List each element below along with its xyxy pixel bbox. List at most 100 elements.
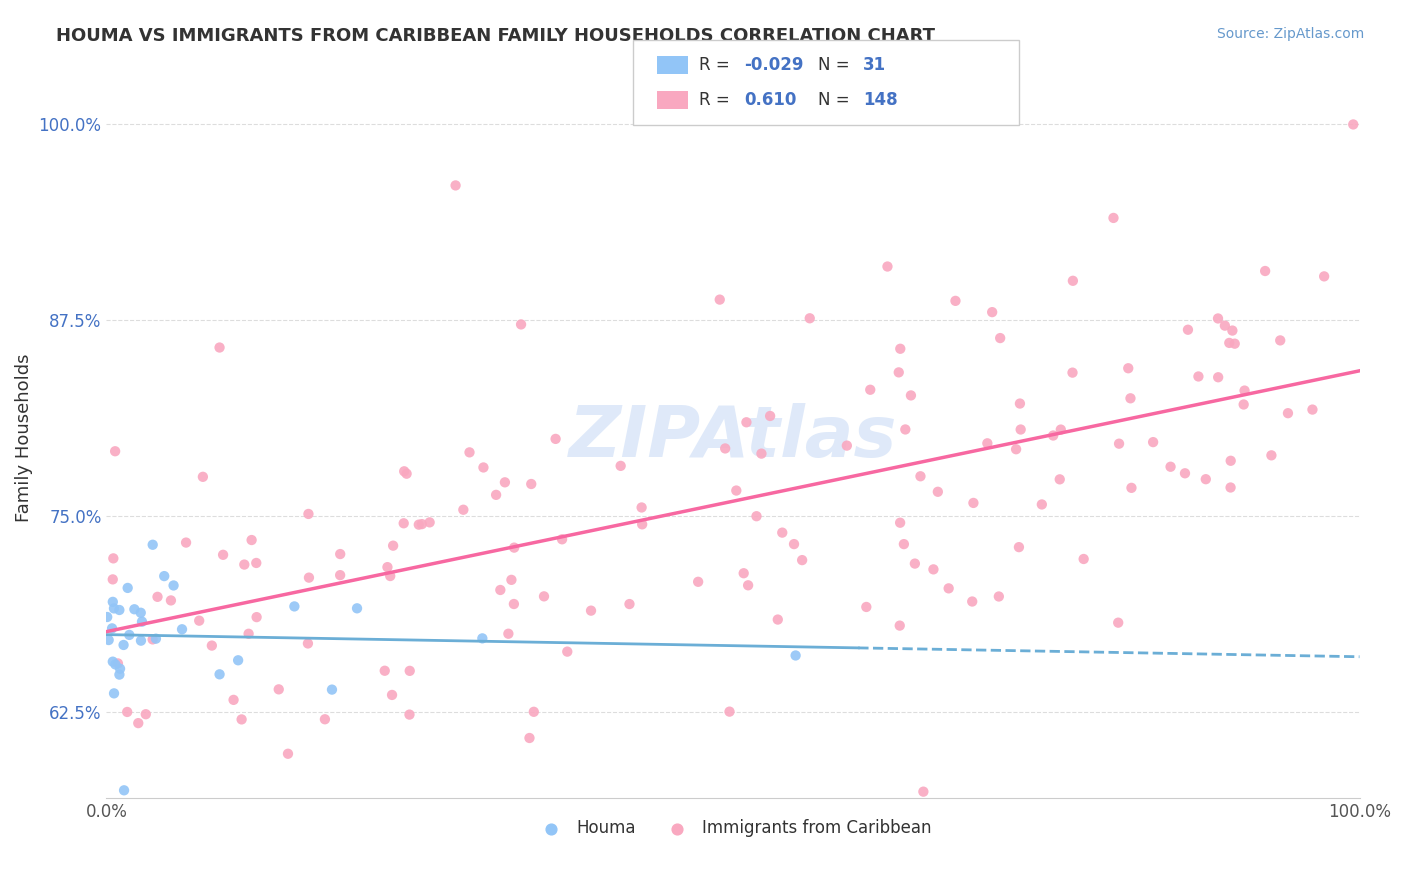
Point: [298, 571, 321, 585]
Point: [453, 502, 475, 516]
Point: [145, 632, 167, 646]
Point: [1233, 397, 1256, 411]
Point: [208, 341, 231, 355]
Point: [314, 712, 336, 726]
Point: [1223, 336, 1246, 351]
Point: [1062, 366, 1084, 380]
Point: [297, 507, 319, 521]
Point: [124, 602, 146, 616]
Point: [910, 469, 932, 483]
Point: [489, 582, 512, 597]
Point: [533, 590, 555, 604]
Point: [101, 595, 124, 609]
Point: [1160, 459, 1182, 474]
Point: [510, 318, 533, 332]
Point: [1005, 442, 1028, 457]
Point: [766, 613, 789, 627]
Point: [1187, 369, 1209, 384]
Point: [112, 783, 135, 797]
Point: [392, 464, 415, 478]
Point: [208, 667, 231, 681]
Point: [981, 305, 1004, 319]
Point: [1108, 436, 1130, 450]
Point: [1073, 552, 1095, 566]
Legend: Houma, Immigrants from Caribbean: Houma, Immigrants from Caribbean: [527, 813, 938, 844]
Point: [1102, 211, 1125, 225]
Point: [458, 445, 481, 459]
Point: [1260, 448, 1282, 462]
Point: [1254, 264, 1277, 278]
Point: [718, 705, 741, 719]
Text: 31: 31: [863, 56, 886, 74]
Point: [893, 537, 915, 551]
Point: [101, 573, 124, 587]
Text: N =: N =: [818, 56, 855, 74]
Text: R =: R =: [699, 56, 735, 74]
Point: [1042, 428, 1064, 442]
Point: [191, 470, 214, 484]
Text: N =: N =: [818, 91, 855, 109]
Point: [321, 682, 343, 697]
Point: [714, 442, 737, 456]
Point: [104, 657, 127, 672]
Point: [799, 311, 821, 326]
Point: [889, 342, 911, 356]
Point: [283, 599, 305, 614]
Point: [630, 500, 652, 515]
Point: [117, 581, 139, 595]
Point: [912, 785, 935, 799]
Point: [1233, 384, 1256, 398]
Point: [103, 601, 125, 615]
Point: [737, 578, 759, 592]
Text: R =: R =: [699, 91, 735, 109]
Point: [1121, 481, 1143, 495]
Point: [855, 599, 877, 614]
Point: [1206, 311, 1229, 326]
Point: [129, 633, 152, 648]
Point: [960, 594, 983, 608]
Point: [381, 688, 404, 702]
Point: [962, 496, 984, 510]
Point: [579, 604, 602, 618]
Point: [240, 533, 263, 547]
Point: [501, 573, 523, 587]
Point: [162, 578, 184, 592]
Point: [129, 606, 152, 620]
Point: [783, 537, 806, 551]
Point: [503, 597, 526, 611]
Point: [523, 705, 546, 719]
Point: [735, 415, 758, 429]
Point: [1301, 402, 1323, 417]
Point: [927, 484, 949, 499]
Point: [395, 467, 418, 481]
Point: [131, 615, 153, 629]
Point: [1049, 423, 1071, 437]
Point: [1213, 318, 1236, 333]
Point: [709, 293, 731, 307]
Point: [544, 432, 567, 446]
Point: [142, 632, 165, 647]
Point: [146, 590, 169, 604]
Point: [1049, 472, 1071, 486]
Point: [233, 558, 256, 572]
Point: [96, 610, 118, 624]
Y-axis label: Family Households: Family Households: [15, 353, 32, 522]
Point: [1031, 498, 1053, 512]
Point: [382, 539, 405, 553]
Point: [101, 621, 124, 635]
Point: [277, 747, 299, 761]
Point: [1116, 361, 1139, 376]
Point: [107, 657, 129, 671]
Text: -0.029: -0.029: [744, 56, 803, 74]
Point: [112, 638, 135, 652]
Point: [471, 632, 494, 646]
Point: [859, 383, 882, 397]
Point: [267, 682, 290, 697]
Point: [520, 477, 543, 491]
Point: [733, 566, 755, 581]
Text: ZIPAtlas: ZIPAtlas: [568, 403, 897, 472]
Point: [835, 439, 858, 453]
Point: [894, 422, 917, 436]
Point: [1119, 392, 1142, 406]
Point: [503, 541, 526, 555]
